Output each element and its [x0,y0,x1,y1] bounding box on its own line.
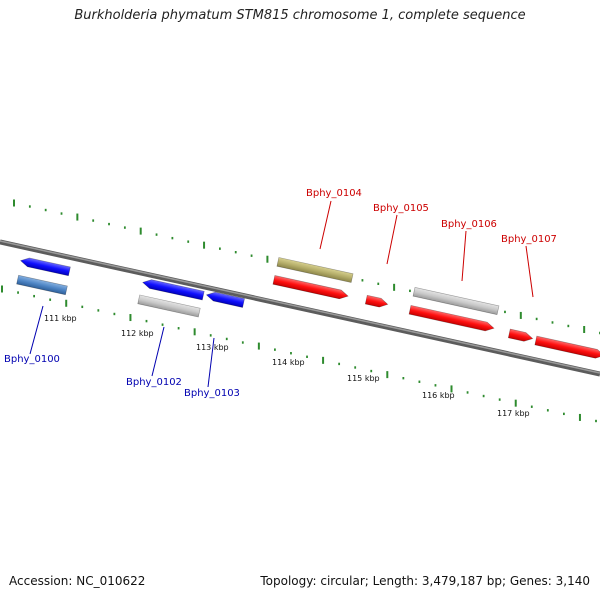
gene-bphy-0100-feature[interactable] [16,274,68,296]
gene-leader-line [29,305,44,355]
gene-label-bphy-0107[interactable]: Bphy_0107 [501,234,557,245]
gene-bphy-0104-arrow[interactable] [272,275,349,300]
gene-bphy-0105-arrow[interactable] [364,294,389,309]
accession-text: Accession: NC_010622 [9,574,146,588]
gene-bphy-0102-feature[interactable] [137,294,201,318]
gene-leader-line [525,245,534,298]
gene-bphy-0106-arrow[interactable] [408,305,495,332]
gene-leader-line [319,200,332,250]
gene-label-bphy-0104[interactable]: Bphy_0104 [306,188,362,199]
tick-label: 116 kbp [422,391,455,400]
tick-label: 117 kbp [497,409,530,418]
gene-bphy-0103-arrow[interactable] [205,291,245,308]
tick-label: 112 kbp [121,329,154,338]
gene-label-bphy-0100[interactable]: Bphy_0100 [4,354,60,365]
gene-bphy-0107-arrow[interactable] [507,328,534,343]
gene-bphy-0102-arrow[interactable] [142,278,205,301]
gene-leader-line [461,230,467,282]
tick-label: 114 kbp [272,358,305,367]
gene-bphy-0107-neighbor-arrow[interactable] [534,335,600,360]
gene-label-bphy-0102[interactable]: Bphy_0102 [126,377,182,388]
gene-leader-line [151,326,165,377]
gene-bphy-0106-feature[interactable] [412,287,500,315]
gene-leader-line [386,214,398,265]
chromosome-backbone [0,239,600,377]
gene-label-bphy-0105[interactable]: Bphy_0105 [373,203,429,214]
gene-bphy-0104-feature[interactable] [276,257,354,283]
tick-label: 115 kbp [347,374,380,383]
tick-label: 111 kbp [44,314,77,323]
gene-bphy-0100-arrow[interactable] [19,256,71,277]
gene-label-bphy-0106[interactable]: Bphy_0106 [441,219,497,230]
gene-label-bphy-0103[interactable]: Bphy_0103 [184,388,240,399]
gene-leader-line [207,337,215,388]
chromosome-backbone-highlight [0,240,600,374]
tick-label: 113 kbp [196,343,229,352]
genome-summary-text: Topology: circular; Length: 3,479,187 bp… [260,574,590,588]
map-title: Burkholderia phymatum STM815 chromosome … [74,8,526,23]
